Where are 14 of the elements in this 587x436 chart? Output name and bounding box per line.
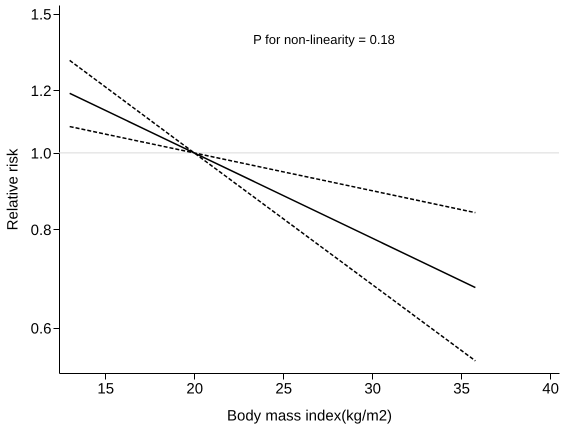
annotation: P for non-linearity = 0.18	[253, 32, 395, 47]
y-axis-title: Relative risk	[4, 148, 22, 230]
x-tick-label: 20	[186, 380, 204, 398]
x-axis-title: Body mass index(kg/m2)	[226, 408, 392, 424]
x-tick-label: 15	[97, 380, 114, 398]
x-tick-label: 35	[453, 380, 470, 398]
x-tick-label: 40	[542, 380, 559, 398]
y-tick-label: 1.2	[30, 82, 52, 100]
y-tick-label: 1.5	[30, 6, 52, 24]
y-tick-label: 0.8	[30, 222, 52, 239]
y-tick-label: 0.6	[30, 320, 52, 338]
y-tick-label: 1.0	[30, 145, 52, 162]
x-tick-label: 30	[364, 380, 382, 398]
x-tick-label: 25	[275, 380, 292, 398]
